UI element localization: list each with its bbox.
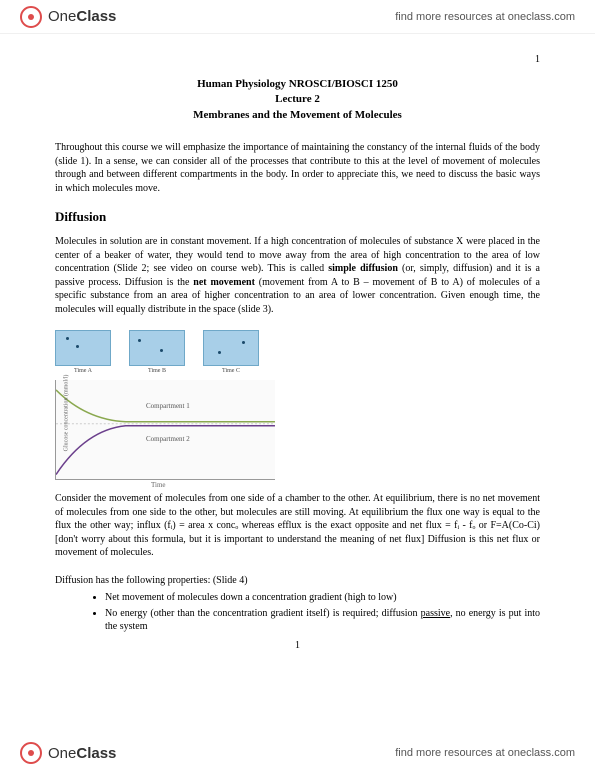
diffusion-heading: Diffusion: [55, 209, 540, 225]
diffusion-chart: Compartment 1 Compartment 2 Glucose conc…: [55, 380, 275, 480]
beaker-label-a: Time A: [55, 368, 111, 374]
list-item: No energy (other than the concentration …: [105, 607, 540, 634]
properties-list: Net movement of molecules down a concent…: [105, 591, 540, 634]
chart-label-comp1: Compartment 1: [146, 402, 190, 410]
page-number-top: 1: [55, 54, 540, 65]
chart-label-comp2: Compartment 2: [146, 435, 190, 443]
list-item: Net movement of molecules down a concent…: [105, 591, 540, 605]
footer-bar: OneClass find more resources at oneclass…: [0, 736, 595, 770]
document-title: Human Physiology NROSCI/BIOSCI 1250 Lect…: [55, 77, 540, 123]
intro-paragraph: Throughout this course we will emphasize…: [55, 141, 540, 195]
brand-text-footer: OneClass: [48, 745, 116, 762]
diffusion-paragraph: Molecules in solution are in constant mo…: [55, 235, 540, 316]
beaker-time-a: Time A: [55, 330, 111, 374]
header-bar: OneClass find more resources at oneclass…: [0, 0, 595, 34]
header-resources-link[interactable]: find more resources at oneclass.com: [395, 11, 575, 23]
footer-resources-link[interactable]: find more resources at oneclass.com: [395, 747, 575, 759]
document-page: 1 Human Physiology NROSCI/BIOSCI 1250 Le…: [0, 34, 595, 691]
brand-text: OneClass: [48, 8, 116, 25]
beaker-label-c: Time C: [203, 368, 259, 374]
consider-paragraph: Consider the movement of molecules from …: [55, 492, 540, 560]
properties-intro: Diffusion has the following properties: …: [55, 574, 540, 588]
brand-logo[interactable]: OneClass: [20, 6, 116, 28]
brand-logo-footer[interactable]: OneClass: [20, 742, 116, 764]
chart-svg: [56, 380, 275, 480]
beaker-time-c: Time C: [203, 330, 259, 374]
page-number-bottom: 1: [55, 640, 540, 651]
brand-circle-icon: [20, 6, 42, 28]
chart-y-axis-label: Glucose concentration (mmol/l): [63, 375, 69, 452]
brand-circle-icon: [20, 742, 42, 764]
chart-x-axis-label: Time: [151, 481, 166, 489]
title-line-1: Human Physiology NROSCI/BIOSCI 1250: [55, 77, 540, 92]
title-line-2: Lecture 2: [55, 92, 540, 107]
title-line-3: Membranes and the Movement of Molecules: [55, 108, 540, 123]
beaker-label-b: Time B: [129, 368, 185, 374]
beaker-time-b: Time B: [129, 330, 185, 374]
beaker-figure: Time A Time B Time C: [55, 330, 540, 374]
